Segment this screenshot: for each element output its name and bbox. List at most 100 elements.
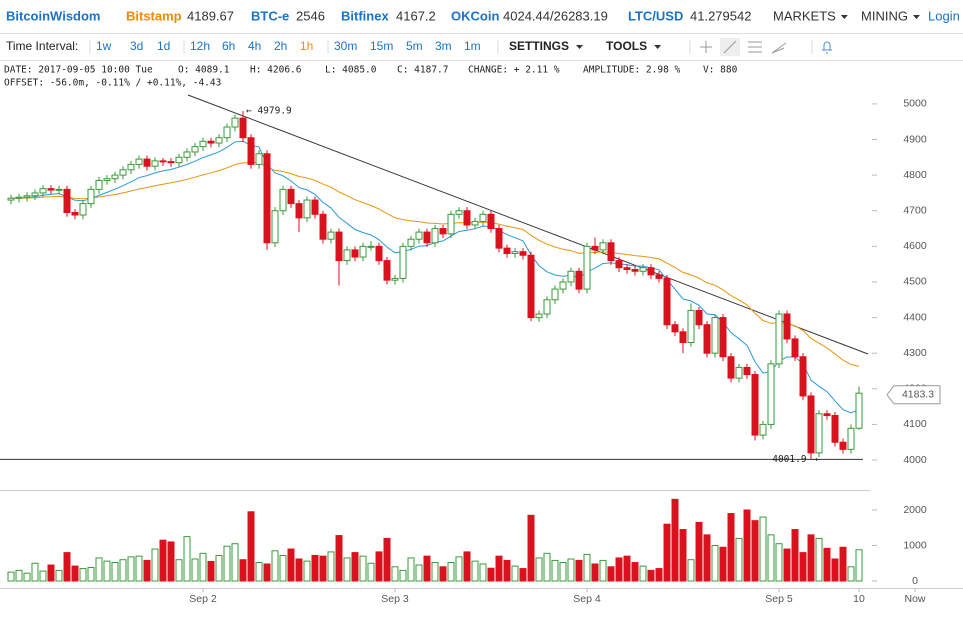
candle-body [119,169,127,176]
volume-tick-label: 1000 [903,539,927,551]
volume-bar [783,548,791,582]
candle-body [95,179,103,190]
y-tick-label: 4800 [903,169,927,181]
candle-body [703,324,711,354]
volume-bar [527,514,535,582]
volume-bar [23,572,31,582]
y-tick-label: 4700 [903,205,927,217]
candle-body [583,245,591,290]
interval-option[interactable]: 1w [96,39,112,53]
menu-item[interactable]: Login [928,8,960,23]
interval-option[interactable]: 30m [334,39,357,53]
volume-bar [679,529,687,582]
volume-tick-label: 0 [912,575,918,587]
candle-body [391,277,399,281]
fib-tool[interactable] [748,41,762,53]
dropdown-caret [576,45,584,49]
candle-body [527,254,535,319]
x-tick-label: Sep 5 [765,593,793,605]
candle-body [255,153,263,165]
alert-tool[interactable] [822,41,832,54]
interval-option[interactable]: 15m [370,39,393,53]
market-name[interactable]: Bitstamp [126,8,182,23]
interval-label: Time Interval: [6,39,78,53]
volume-bar [231,543,239,582]
candle-body [311,199,319,215]
y-tick-label: 4900 [903,133,927,145]
menu-item[interactable]: MINING [861,8,908,23]
candle-body [519,251,527,256]
candle-body [511,251,519,254]
line-tool[interactable] [723,40,737,54]
candle-body [647,267,655,276]
volume-bar [799,552,807,582]
interval-option[interactable]: 1h [300,39,313,53]
info-field: C: 4187.7 [397,65,448,76]
interval-option[interactable]: 2h [274,39,287,53]
interval-option[interactable]: 4h [248,39,261,53]
candle-body [271,210,279,244]
brand[interactable]: BitcoinWisdom [6,8,101,23]
volume-bar [263,563,271,582]
volume-bar [455,556,463,582]
candle-body [191,146,199,153]
volume-bar [439,566,447,582]
market-price: 4189.67 [187,8,234,23]
interval-option[interactable]: 3m [435,39,452,53]
volume-bar [487,567,495,582]
market-name[interactable]: OKCoin [451,8,499,23]
interval-option[interactable]: 12h [190,39,210,53]
candle-body [247,137,255,165]
candle-body [591,245,599,251]
interval-option[interactable]: 3d [130,39,143,53]
menu-item[interactable]: MARKETS [773,8,836,23]
interval-option[interactable]: 6h [222,39,235,53]
candle-body [439,228,447,235]
volume-bar [503,559,511,582]
volume-bar [847,566,855,582]
market-name[interactable]: BTC-e [251,8,289,23]
volume-bar [447,562,455,582]
candle-body [471,220,479,226]
volume-bar [415,564,423,582]
volume-bar [735,537,743,582]
candle-body [735,366,743,379]
fan-tool[interactable] [771,42,787,54]
candle-body [63,188,71,214]
volume-bar [247,511,255,582]
toolbar-button[interactable]: SETTINGS [509,39,569,53]
market-name[interactable]: LTC/USD [628,8,683,23]
interval-option[interactable]: 1d [157,39,170,53]
toolbar-button[interactable]: TOOLS [606,39,647,53]
candle-body [759,423,767,436]
candle-body [791,338,799,358]
candle-body [47,188,55,191]
volume-bar [327,551,335,582]
candle-body [31,192,39,197]
info-field: AMPLITUDE: 2.98 % [583,65,681,76]
volume-bar [239,559,247,582]
interval-option[interactable]: 1m [464,39,481,53]
candle-body [143,158,151,167]
volume-bar [383,537,391,582]
volume-bar [303,560,311,582]
volume-bar [479,563,487,582]
candle-body [487,213,495,230]
toolbar-dividers [89,40,813,54]
volume-bar [671,498,679,582]
volume-bar [583,553,591,582]
volume-bar [111,562,119,582]
market-name[interactable]: Bitfinex [341,8,389,23]
volume-bar [727,513,735,582]
volume-bar [375,551,383,582]
candle-body [551,288,559,301]
candle-body [671,324,679,333]
interval-option[interactable]: 5m [406,39,423,53]
candle-body [351,249,359,258]
volume-bar [567,558,575,582]
candle-body [687,309,695,344]
volume-bar [591,563,599,582]
candle-body [663,277,671,326]
crosshair-tool[interactable] [700,41,712,53]
drawing-tools[interactable] [700,38,832,56]
